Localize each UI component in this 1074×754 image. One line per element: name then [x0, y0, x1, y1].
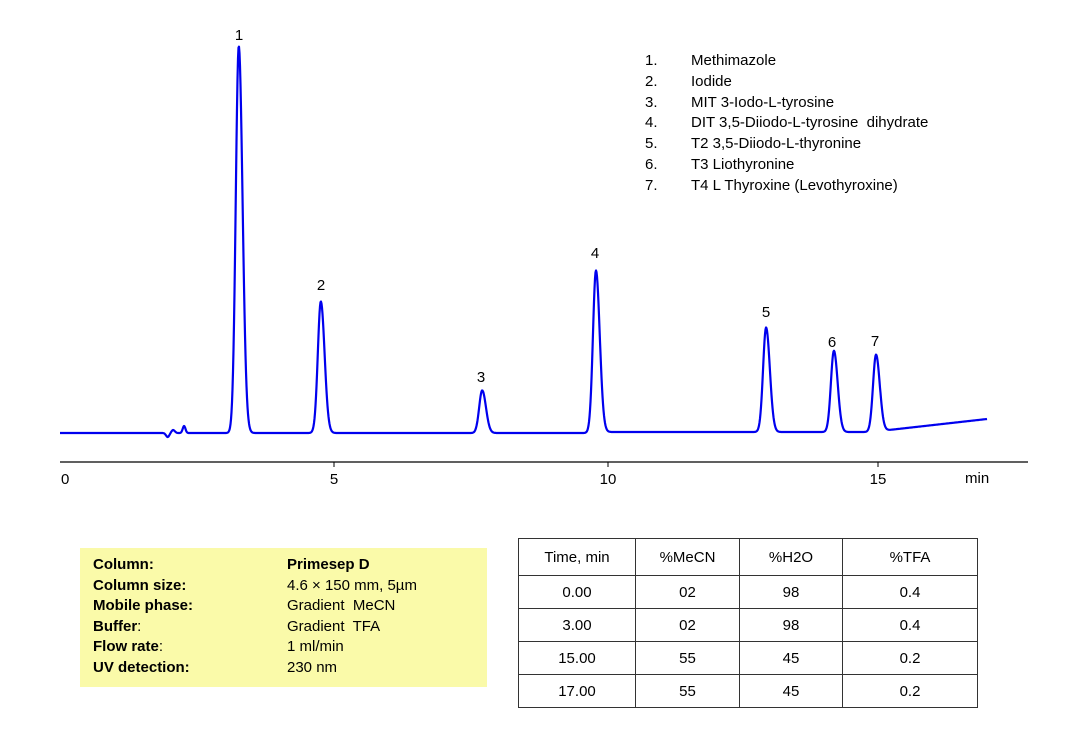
condition-label: Column: — [93, 556, 154, 573]
cell-tfa: 0.4 — [842, 608, 978, 642]
cell-tfa: 0.2 — [842, 641, 978, 675]
legend-item: 3. MIT 3-Iodo-L-tyrosine — [645, 93, 928, 114]
legend-compound: MIT 3-Iodo-L-tyrosine — [691, 93, 835, 111]
header-mecn: %MeCN — [635, 538, 740, 576]
cell-h2o: 98 — [739, 608, 843, 642]
cell-mecn: 55 — [635, 674, 740, 708]
condition-row: UV detection: 230 nm — [93, 658, 487, 679]
x-axis-ticks: 0 5 10 15 — [61, 462, 886, 488]
peak-label: 3 — [477, 369, 485, 386]
condition-label: Buffer — [93, 617, 138, 635]
peak-labels: 1 2 3 4 5 6 7 — [235, 27, 879, 386]
legend-number: 1. — [645, 52, 658, 69]
legend-number: 5. — [645, 135, 658, 153]
legend-compound: T2 3,5-Diiodo-L-thyronine — [691, 135, 862, 153]
condition-label: Flow rate — [93, 638, 159, 656]
legend-number: 7. — [645, 176, 658, 194]
peak-label: 7 — [871, 333, 879, 350]
x-tick-label: 10 — [600, 471, 617, 488]
peak-label: 5 — [762, 304, 770, 321]
condition-value: 230 nm — [287, 658, 338, 676]
cell-time: 0.00 — [518, 575, 636, 609]
table-row: 0.00 02 98 0.4 — [518, 575, 978, 609]
peak-label: 2 — [317, 277, 325, 294]
condition-value: 1 ml/min — [287, 638, 344, 656]
condition-label-suffix: : — [137, 617, 142, 635]
x-tick-label: 5 — [330, 471, 338, 488]
legend-number: 3. — [645, 93, 658, 111]
legend-number: 6. — [645, 155, 658, 173]
condition-label-suffix: : — [158, 638, 164, 656]
header-h2o: %H2O — [739, 538, 843, 576]
cell-h2o: 98 — [739, 575, 843, 609]
legend-item: 7. T4 L Thyroxine (Levothyroxine) — [645, 176, 928, 197]
x-tick-label: 15 — [870, 471, 887, 488]
legend-item: 4. DIT 3,5-Diiodo-L-tyrosine dihydrate — [645, 113, 928, 134]
chromatogram-trace — [59, 45, 988, 439]
condition-label: UV detection: — [93, 658, 190, 676]
x-tick-label: 0 — [61, 471, 69, 488]
chromatogram-plot: 0 5 10 15 1 2 3 4 5 6 7 min — [59, 27, 1028, 488]
peak-legend: 1. Methimazole 2. Iodide 3. MIT 3-Iodo-L-ty… — [645, 51, 928, 197]
condition-row: Flow rate: 1 ml/min — [93, 637, 487, 658]
condition-label: Mobile phase: — [93, 597, 194, 615]
legend-compound: T3 Liothyronine — [691, 155, 795, 173]
table-row: 3.00 02 98 0.4 — [518, 608, 978, 642]
condition-label-wrap: Buffer: — [93, 617, 287, 638]
cell-mecn: 02 — [635, 608, 740, 642]
cell-mecn: 02 — [635, 575, 740, 609]
cell-time: 15.00 — [518, 641, 636, 675]
legend-compound: Iodide — [691, 72, 732, 90]
condition-value: 4.6 × 150 mm, 5µm — [287, 576, 417, 594]
condition-value: Gradient MeCN — [287, 597, 396, 615]
peak-label: 1 — [235, 27, 243, 44]
legend-compound: Methimazole — [691, 52, 777, 69]
condition-value: Primesep D — [287, 556, 370, 573]
condition-row: Mobile phase: Gradient MeCN — [93, 596, 487, 617]
condition-row: Column: Primesep D — [93, 555, 487, 576]
table-row: 17.00 55 45 0.2 — [518, 674, 978, 708]
legend-number: 2. — [645, 72, 658, 90]
legend-compound: T4 L Thyroxine (Levothyroxine) — [691, 176, 898, 194]
legend-number: 4. — [645, 114, 658, 132]
cell-h2o: 45 — [739, 641, 843, 675]
cell-time: 3.00 — [518, 608, 636, 642]
cell-time: 17.00 — [518, 674, 636, 708]
method-conditions-box: Column: Primesep D Column size: 4.6 × 150 … — [80, 548, 487, 687]
peak-label: 6 — [828, 334, 836, 351]
condition-value: Gradient TFA — [287, 617, 381, 635]
table-row: 15.00 55 45 0.2 — [518, 641, 978, 675]
condition-label-wrap: Flow rate: — [93, 637, 287, 658]
legend-compound: DIT 3,5-Diiodo-L-tyrosine dihydrate — [691, 114, 929, 132]
condition-row: Buffer: Gradient TFA — [93, 617, 487, 638]
legend-item: 2. Iodide — [645, 72, 928, 93]
cell-mecn: 55 — [635, 641, 740, 675]
cell-tfa: 0.4 — [842, 575, 978, 609]
header-time: Time, min — [518, 538, 636, 576]
cell-tfa: 0.2 — [842, 674, 978, 708]
condition-row: Column size: 4.6 × 150 mm, 5µm — [93, 576, 487, 597]
x-axis-unit-label: min — [965, 470, 989, 487]
header-tfa: %TFA — [842, 538, 978, 576]
legend-item: 5. T2 3,5-Diiodo-L-thyronine — [645, 134, 928, 155]
legend-item: 1. Methimazole — [645, 51, 928, 72]
gradient-table: Time, min %MeCN %H2O %TFA 0.00 02 98 0.4… — [518, 538, 978, 708]
cell-h2o: 45 — [739, 674, 843, 708]
table-header-row: Time, min %MeCN %H2O %TFA — [518, 538, 978, 576]
condition-label: Column size: — [93, 576, 187, 594]
legend-item: 6. T3 Liothyronine — [645, 155, 928, 176]
peak-label: 4 — [591, 245, 599, 262]
